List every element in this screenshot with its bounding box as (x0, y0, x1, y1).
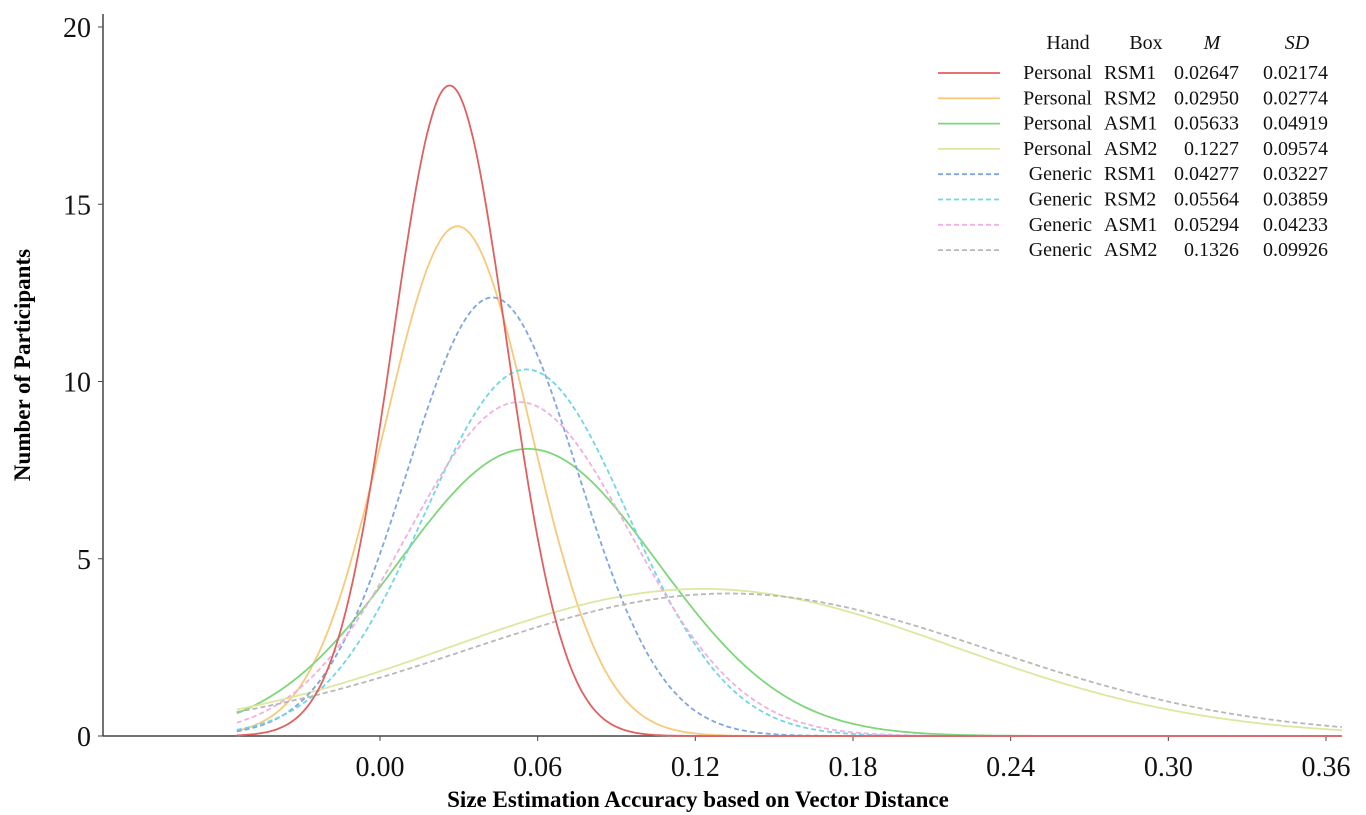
y-tick-label: 5 (77, 545, 91, 576)
ticks: 0.00 0.06 0.12 0.18 0.24 0.30 0.36 0 5 10 15 20 (63, 13, 1351, 783)
legend-m: 0.1326 (1184, 239, 1239, 261)
legend-sd: 0.09926 (1263, 239, 1328, 261)
y-tick-label: 0 (77, 722, 91, 753)
legend-hand: Personal (1023, 113, 1092, 135)
legend-header: M (1203, 32, 1222, 54)
legend-box: ASM1 (1104, 113, 1157, 135)
series-line-personal-asm2 (236, 588, 1342, 732)
legend-m: 0.05564 (1174, 189, 1239, 211)
y-tick-label: 10 (63, 368, 91, 399)
x-tick-label: 0.30 (1144, 752, 1193, 783)
legend-box: RSM2 (1104, 189, 1156, 211)
legend-sd: 0.09574 (1263, 138, 1328, 160)
legend-m: 0.02950 (1174, 87, 1239, 109)
legend-sd: 0.02174 (1263, 62, 1328, 84)
series-line-personal-rsm2 (236, 225, 1342, 737)
legend-m: 0.05633 (1174, 113, 1239, 135)
legend-m: 0.04277 (1174, 163, 1239, 185)
legend: Hand Box M SD Personal RSM1 0.02647 0.02174 Pers… (938, 32, 1328, 261)
legend-sd: 0.04919 (1263, 113, 1328, 135)
series-line-generic-asm2 (236, 592, 1342, 728)
legend-box: RSM1 (1104, 163, 1156, 185)
legend-hand: Generic (1029, 239, 1092, 261)
x-tick-label: 0.36 (1302, 752, 1351, 783)
legend-sd: 0.02774 (1263, 87, 1328, 109)
x-tick-label: 0.18 (829, 752, 878, 783)
legend-sd: 0.03859 (1263, 189, 1328, 211)
legend-hand: Generic (1029, 214, 1092, 236)
x-tick-label: 0.00 (356, 752, 405, 783)
curves (236, 84, 1342, 737)
legend-hand: Generic (1029, 163, 1092, 185)
legend-box: ASM2 (1104, 239, 1157, 261)
series-line-generic-rsm2 (236, 368, 1342, 737)
y-tick-label: 20 (63, 13, 91, 44)
x-axis-title: Size Estimation Accuracy based on Vector… (447, 787, 949, 812)
legend-m: 0.05294 (1174, 214, 1239, 236)
legend-box: ASM2 (1104, 138, 1157, 160)
legend-sd: 0.03227 (1263, 163, 1328, 185)
legend-m: 0.1227 (1184, 138, 1239, 160)
legend-header: Hand (1046, 32, 1089, 54)
series-line-personal-asm1 (236, 448, 1342, 737)
series-line-personal-rsm1 (236, 84, 1342, 737)
legend-header: SD (1285, 32, 1310, 54)
legend-header: Box (1129, 32, 1162, 54)
legend-sd: 0.04233 (1263, 214, 1328, 236)
legend-hand: Personal (1023, 138, 1092, 160)
legend-box: ASM1 (1104, 214, 1157, 236)
x-tick-label: 0.06 (513, 752, 562, 783)
legend-box: RSM1 (1104, 62, 1156, 84)
x-tick-label: 0.12 (671, 752, 720, 783)
y-tick-label: 15 (63, 190, 91, 221)
series-line-generic-asm1 (236, 401, 1342, 737)
legend-hand: Generic (1029, 189, 1092, 211)
x-tick-label: 0.24 (986, 752, 1035, 783)
legend-m: 0.02647 (1174, 62, 1239, 84)
legend-hand: Personal (1023, 62, 1092, 84)
y-axis-title: Number of Participants (10, 249, 35, 481)
legend-hand: Personal (1023, 87, 1092, 109)
legend-box: RSM2 (1104, 87, 1156, 109)
